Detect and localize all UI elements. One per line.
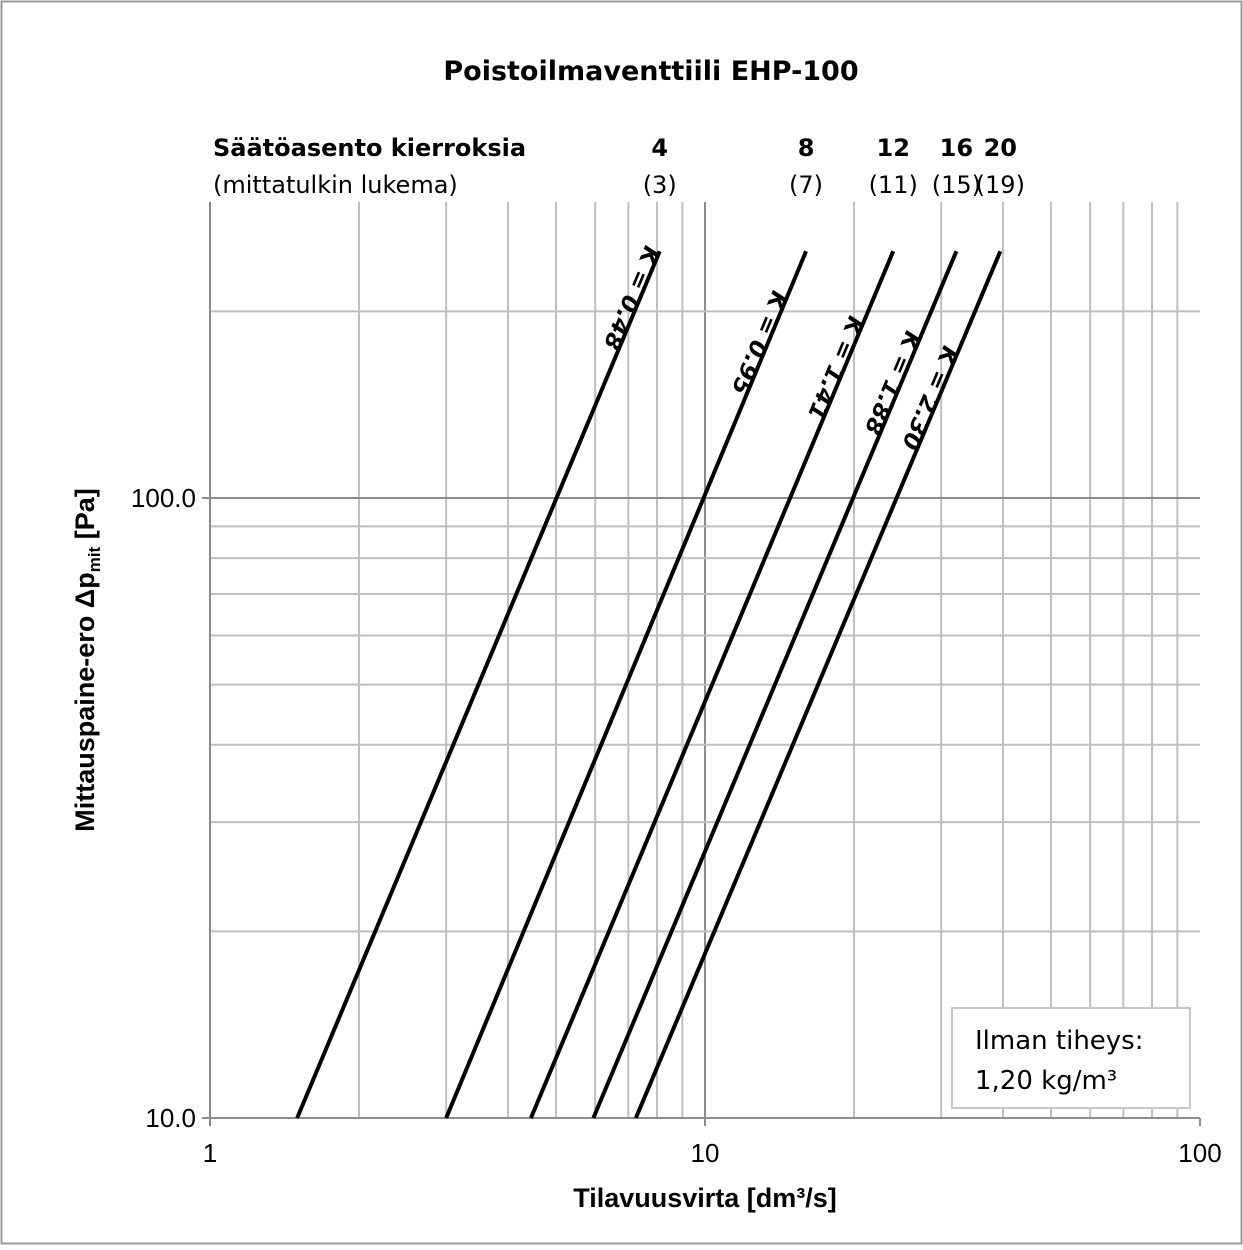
- series-line: [591, 250, 959, 1119]
- setting-labels: 4 (3) 8 (7) 12 (11) 16 (15)20 (19): [643, 134, 1025, 199]
- setting-reading: (15): [932, 171, 981, 199]
- density-note-line1: Ilman tiheys:: [975, 1026, 1143, 1056]
- chart-title: Poistoilmaventtiili EHP-100: [443, 56, 858, 87]
- axes: 1 10 100 10.0 100.0: [131, 202, 1222, 1168]
- setting-reading: (19): [976, 171, 1025, 199]
- y-axis-title-suffix: [Pa]: [70, 488, 100, 547]
- setting-number: 12: [877, 134, 910, 162]
- series-line: [634, 250, 1003, 1119]
- density-note-box: [951, 1007, 1191, 1109]
- x-tick-label: 1: [203, 1138, 217, 1168]
- x-axis-title: Tilavuusvirta [dm³/s]: [573, 1183, 837, 1213]
- settings-header-subtitle: (mittatulkin lukema): [213, 171, 458, 199]
- setting-number: 20: [984, 134, 1017, 162]
- setting-number: 16: [940, 134, 973, 162]
- x-tick-label: 100: [1178, 1138, 1221, 1168]
- settings-header-title: Säätöasento kierroksia: [213, 134, 526, 162]
- series-line: [529, 250, 896, 1119]
- series-layer: [295, 250, 1003, 1119]
- y-axis-title: Mittauspaine-ero Δpmit [Pa]: [70, 488, 104, 831]
- series-line: [444, 250, 808, 1119]
- series-line: [295, 250, 662, 1119]
- grid: [210, 202, 1200, 1118]
- x-tick-label: 10: [691, 1138, 720, 1168]
- setting-reading: (7): [789, 171, 823, 199]
- y-tick-label: 100.0: [131, 483, 196, 513]
- setting-number: 4: [651, 134, 668, 162]
- setting-number: 8: [798, 134, 815, 162]
- setting-reading: (3): [643, 171, 677, 199]
- density-note: Ilman tiheys: 1,20 kg/m³: [951, 1007, 1191, 1109]
- y-axis-title-prefix: Mittauspaine-ero Δp: [70, 572, 100, 831]
- density-note-line2: 1,20 kg/m³: [975, 1066, 1117, 1096]
- setting-reading: (11): [869, 171, 918, 199]
- y-tick-label: 10.0: [145, 1103, 196, 1133]
- y-axis-title-subscript: mit: [85, 546, 104, 572]
